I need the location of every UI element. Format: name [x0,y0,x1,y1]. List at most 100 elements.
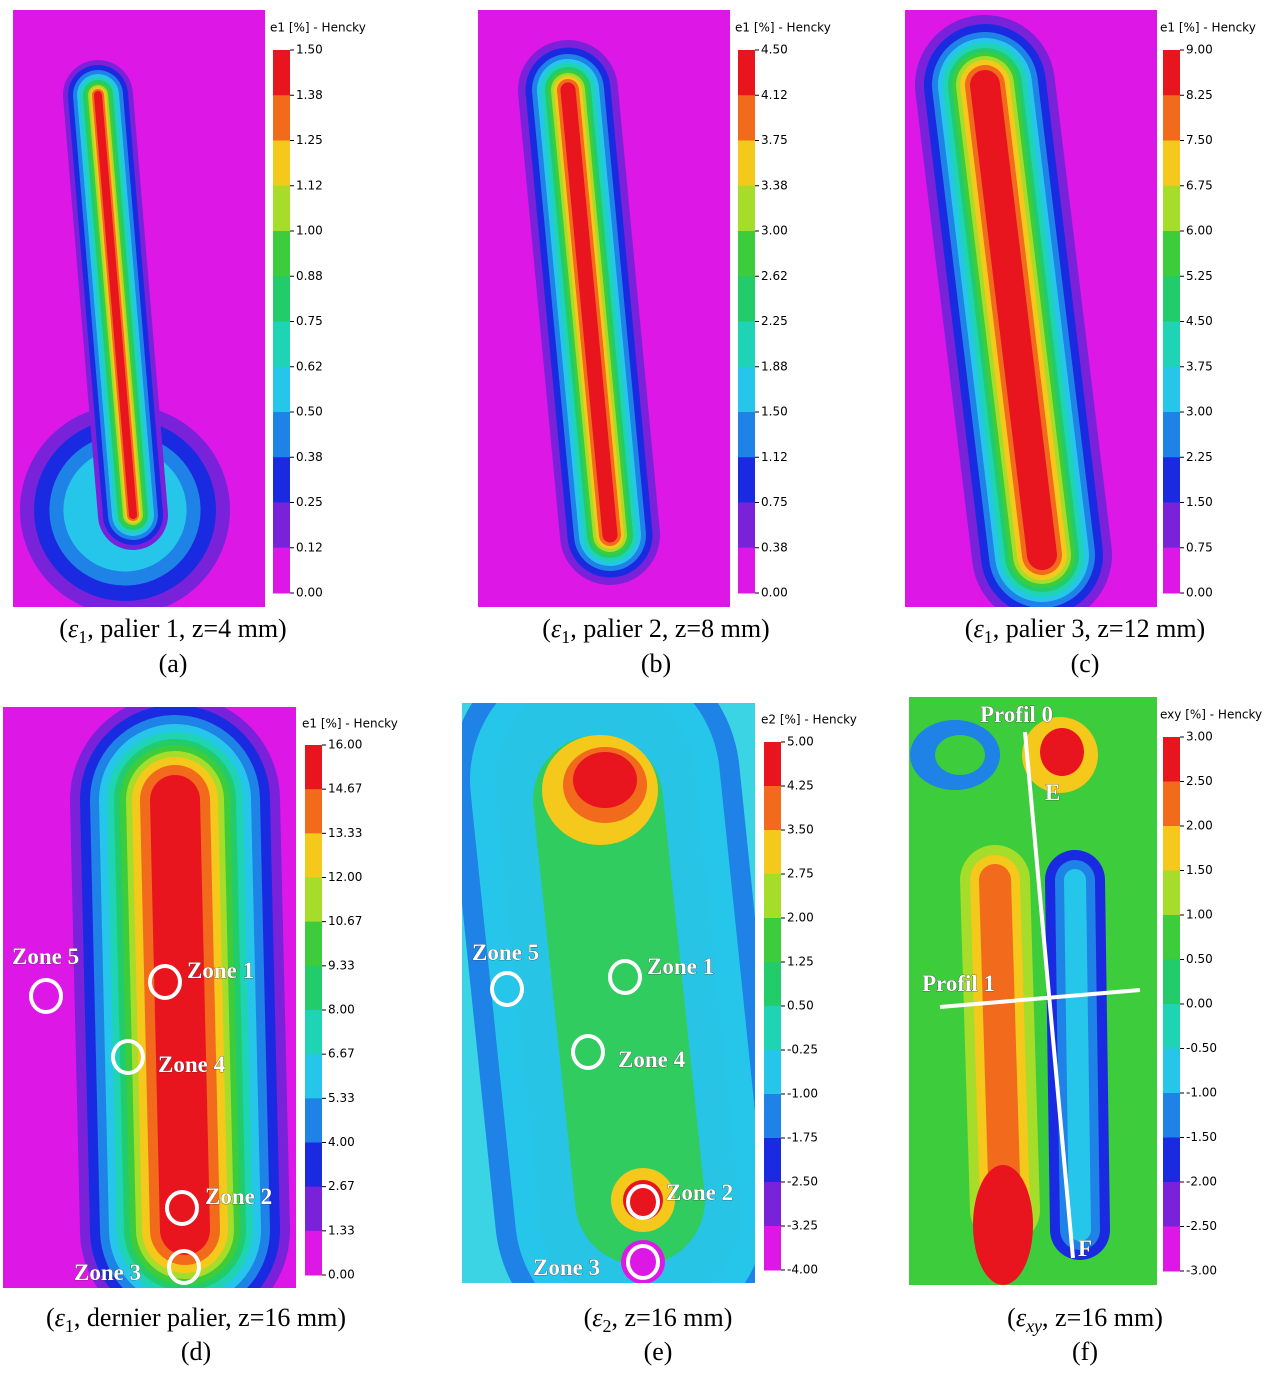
colorbar-band [305,745,322,790]
colorbar-label: 5.00 [787,735,814,749]
colorbar-band [305,877,322,923]
zone-marker [490,971,524,1007]
caption-open: ( [1007,1303,1016,1332]
caption: (ε1, dernier palier, z=16 mm) [46,1303,346,1336]
colorbar-label: 1.50 [761,405,788,419]
zone-label: Zone 1 [187,958,254,983]
colorbar-band [764,1050,781,1095]
panel-letter: (b) [641,649,671,678]
colorbar-label: 1.50 [1186,495,1213,509]
zone-marker [29,978,63,1014]
colorbar-label: 2.67 [328,1179,355,1193]
colorbar-band [1163,959,1180,1005]
caption: (ε1, palier 1, z=4 mm) [59,614,286,647]
caption-rest: , z=16 mm) [612,1303,733,1332]
zone-marker [571,1034,605,1070]
colorbar-label: 0.50 [787,999,814,1013]
colorbar-label: 4.50 [761,43,788,57]
colorbar-band [764,1006,781,1051]
colorbar-band [764,962,781,1007]
strain-band [533,735,705,1265]
colorbar-band [1163,781,1180,827]
colorbar-label: 1.38 [296,88,323,102]
colorbar-band [1163,737,1180,782]
zone-marker [111,1039,145,1075]
zone-label: Zone 3 [74,1260,141,1285]
colorbar-label: 12.00 [328,870,362,884]
colorbar-band [273,502,290,549]
colorbar-label: -2.50 [787,1175,818,1189]
colorbar-label: 1.88 [761,359,788,373]
colorbar-label: 2.00 [1186,819,1213,833]
profile-line [939,988,1141,1009]
zone-label: Zone 5 [472,940,539,965]
caption-open: ( [965,614,974,643]
colorbar-band [1163,1137,1180,1183]
colorbar-label: 1.25 [787,955,814,969]
colorbar-band [1163,547,1180,594]
colorbar-label: 0.00 [328,1268,355,1282]
strain-band [150,775,210,1255]
colorbar-band [305,1230,322,1276]
colorbar-band [1163,502,1180,549]
colorbar-band [738,457,755,503]
colorbar-label: 0.12 [296,540,323,554]
colorbar-label: 6.67 [328,1047,355,1061]
caption-open: ( [59,614,68,643]
colorbar-band [1163,95,1180,141]
colorbar-label: 10.67 [328,914,362,928]
colorbar-band [764,1138,781,1183]
colorbar-band [305,965,322,1011]
colorbar-label: -0.50 [1186,1041,1217,1055]
strain-field [462,703,755,1283]
caption-symbol: ε [55,1303,66,1332]
colorbar-label: 0.88 [296,269,323,283]
colorbar-band [273,547,290,594]
colorbar-label: 4.12 [761,88,788,102]
profile-label: Profil 0 [980,702,1053,727]
strain-field [478,10,730,607]
colorbar-label: 8.25 [1186,88,1213,102]
caption: (εxy, z=16 mm) [1007,1303,1163,1336]
colorbar-band [738,547,755,594]
zone-marker [626,1244,660,1280]
colorbar-band [273,231,290,277]
caption-rest: , dernier palier, z=16 mm) [74,1303,346,1332]
colorbar-title: e1 [%] - Hencky [1160,21,1256,35]
colorbar-band [1163,366,1180,413]
caption: (ε1, palier 3, z=12 mm) [965,614,1205,647]
colorbar-label: 3.38 [761,178,788,192]
zone-label: Zone 1 [647,954,714,979]
caption-open: ( [542,614,551,643]
colorbar-label: 3.00 [1186,405,1213,419]
colorbar-band [1163,50,1180,96]
strain-band [979,864,1021,1226]
colorbar-band [305,1142,322,1188]
caption-sub: 1 [561,627,570,647]
strain-band [1040,728,1084,776]
colorbar-band [738,50,755,96]
colorbar-label: 16.00 [328,738,362,752]
strain-band [94,91,137,519]
colorbar-label: -1.00 [1186,1086,1217,1100]
caption-sub: 1 [65,1316,74,1336]
colorbar-label: 5.33 [328,1091,355,1105]
colorbar-label: 2.25 [1186,450,1213,464]
colorbar-band [273,50,290,96]
colorbar-band [1163,140,1180,187]
colorbar-label: -2.50 [1186,1219,1217,1233]
strain-band [935,735,985,775]
strain-field [909,697,1157,1285]
colorbar-band [738,185,755,232]
colorbar-label: 0.75 [296,314,323,328]
colorbar-label: 0.38 [761,540,788,554]
caption-rest: , palier 2, z=8 mm) [570,614,770,643]
strain-field [905,10,1157,607]
colorbar-label: 0.75 [1186,540,1213,554]
colorbar-label: 3.75 [761,133,788,147]
panel-letter: (f) [1072,1337,1098,1366]
colorbar-band [273,140,290,187]
colorbar-label: 0.00 [296,586,323,600]
colorbar-label: 7.50 [1186,133,1213,147]
